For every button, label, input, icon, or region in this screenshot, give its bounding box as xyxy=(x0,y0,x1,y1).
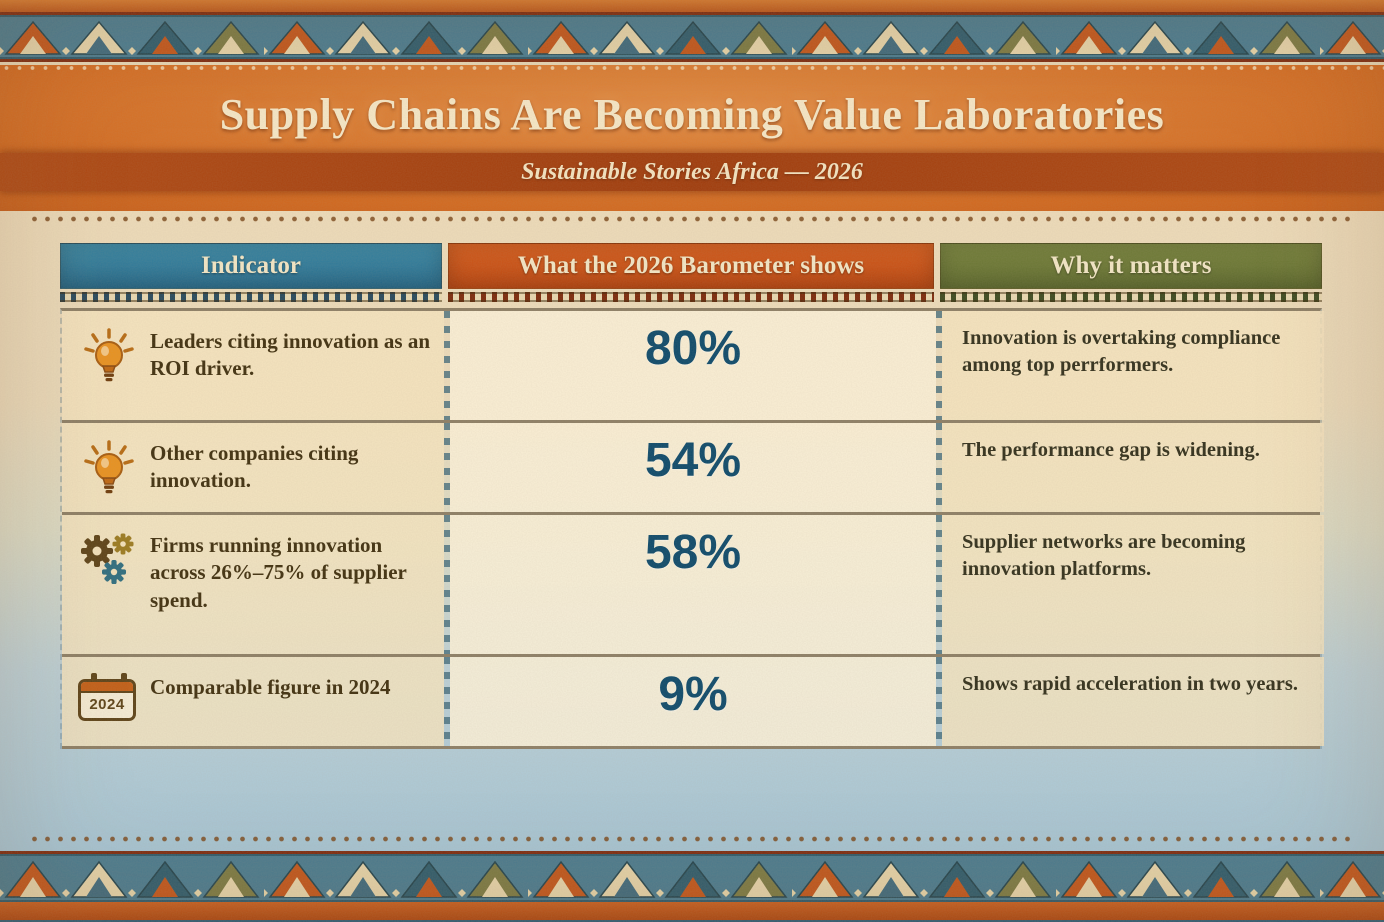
why-text: Innovation is overtaking compliance amon… xyxy=(962,327,1281,377)
masthead: Supply Chains Are Becoming Value Laborat… xyxy=(0,65,1384,211)
column-header-label: Indicator xyxy=(201,252,301,279)
value-text: 58% xyxy=(644,526,742,579)
column-header-label: Why it matters xyxy=(1050,252,1212,279)
tribal-pattern-bottom xyxy=(0,854,1384,902)
value-cell: 80% xyxy=(450,311,936,420)
why-cell: The performance gap is widening. xyxy=(942,423,1324,512)
header-ticker-row xyxy=(60,292,1322,302)
column-header-label: What the 2026 Barometer shows xyxy=(517,252,865,279)
calendar-rings xyxy=(78,673,140,682)
column-header-indicator: Indicator xyxy=(60,243,442,289)
why-cell: Innovation is overtaking compliance amon… xyxy=(942,311,1324,420)
data-table: Indicator What the 2026 Barometer shows … xyxy=(60,243,1324,749)
lightbulb-icon xyxy=(72,435,146,497)
calendar-year-label: 2024 xyxy=(89,696,125,713)
perforation-divider-top xyxy=(0,211,1384,227)
why-text: Shows rapid acceleration in two years. xyxy=(962,673,1298,695)
header-ticker-strip xyxy=(940,292,1322,302)
value-text: 9% xyxy=(658,668,728,721)
subtitle-banner: Sustainable Stories Africa — 2026 xyxy=(0,153,1384,191)
gears-icon xyxy=(72,527,146,587)
table-header-row: Indicator What the 2026 Barometer shows … xyxy=(60,243,1322,289)
value-cell: 9% xyxy=(450,657,936,746)
table-row: Other companies citing innovation. 54% T… xyxy=(62,423,1324,515)
table-row: Leaders citing innovation as an ROI driv… xyxy=(62,311,1324,423)
calendar-header-bar xyxy=(81,682,133,693)
tribal-pattern-top xyxy=(0,15,1384,59)
column-header-why: Why it matters xyxy=(940,243,1322,289)
calendar-icon: 2024 xyxy=(72,669,146,721)
indicator-text: Comparable figure in 2024 xyxy=(150,675,391,699)
column-header-barometer: What the 2026 Barometer shows xyxy=(448,243,934,289)
bottom-border-strip xyxy=(0,902,1384,920)
indicator-text: Leaders citing innovation as an ROI driv… xyxy=(150,329,431,381)
value-cell: 58% xyxy=(450,515,936,654)
lightbulb-icon xyxy=(72,323,146,385)
indicator-cell: Leaders citing innovation as an ROI driv… xyxy=(62,311,444,420)
why-cell: Supplier networks are becoming innovatio… xyxy=(942,515,1324,654)
top-border-strip xyxy=(0,0,1384,12)
value-cell: 54% xyxy=(450,423,936,512)
header-ticker-strip xyxy=(60,292,442,302)
value-text: 54% xyxy=(644,434,742,487)
value-text: 80% xyxy=(644,322,742,375)
header-ticker-strip xyxy=(448,292,934,302)
why-text: The performance gap is widening. xyxy=(962,439,1260,461)
why-cell: Shows rapid acceleration in two years. xyxy=(942,657,1324,746)
why-text: Supplier networks are becoming innovatio… xyxy=(962,531,1246,581)
indicator-cell: Other companies citing innovation. xyxy=(62,423,444,512)
masthead-top-hairline xyxy=(0,59,1384,62)
indicator-cell: 2024 Comparable figure in 2024 xyxy=(62,657,444,746)
perforation-divider-bottom xyxy=(0,831,1384,847)
table-row: 2024 Comparable figure in 2024 9% Shows … xyxy=(62,657,1324,749)
main-area: Indicator What the 2026 Barometer shows … xyxy=(0,211,1384,851)
masthead-dotline xyxy=(0,65,1384,71)
page-title: Supply Chains Are Becoming Value Laborat… xyxy=(219,90,1165,139)
subtitle-text: Sustainable Stories Africa — 2026 xyxy=(521,158,863,185)
table-row: Firms running innovation across 26%–75% … xyxy=(62,515,1324,657)
indicator-cell: Firms running innovation across 26%–75% … xyxy=(62,515,444,654)
table-body: Leaders citing innovation as an ROI driv… xyxy=(60,308,1324,749)
indicator-text: Firms running innovation across 26%–75% … xyxy=(150,533,407,612)
indicator-text: Other companies citing innovation. xyxy=(150,441,359,493)
